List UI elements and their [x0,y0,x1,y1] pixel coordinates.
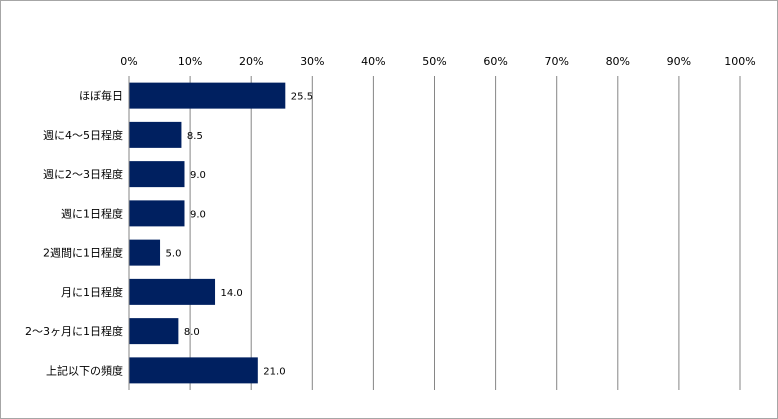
x-tick-label: 90% [667,55,691,68]
category-label: 週に2～3日程度 [43,167,123,181]
bar [129,200,185,227]
bar [129,357,258,384]
data-label: 21.0 [263,366,285,377]
x-tick-label: 30% [300,55,324,68]
data-label: 9.0 [190,170,206,181]
x-tick-label: 60% [483,55,507,68]
bar [129,278,216,305]
category-label: ほぼ毎日 [79,90,123,103]
x-tick-label: 20% [239,55,263,68]
x-tick-label: 40% [361,55,385,68]
category-label: 2週間に1日程度 [43,246,123,260]
gridlines [128,76,741,390]
category-label: 上記以下の頻度 [46,363,123,377]
bars [129,82,286,384]
x-tick-label: 100% [724,55,755,68]
data-labels: 25.5 8.5 9.0 9.0 5.0 14.0 8.0 21.0 [166,92,314,378]
data-label: 9.0 [190,209,206,220]
data-label: 8.5 [187,131,203,142]
bar [129,318,179,345]
x-axis-tick-labels: 0% 10% 20% 30% 40% 50% 60% 70% 80% 90% 100% [120,55,755,68]
x-tick-label: 10% [178,55,202,68]
data-label: 8.0 [184,327,200,338]
x-tick-label: 0% [120,55,137,68]
bar [129,239,161,266]
data-label: 14.0 [221,288,243,299]
category-label: 月に1日程度 [61,285,123,299]
category-label: 週に4～5日程度 [43,128,123,142]
x-tick-label: 70% [544,55,568,68]
x-tick-label: 80% [606,55,630,68]
bar [129,161,185,188]
data-label: 25.5 [291,92,313,103]
x-tick-label: 50% [422,55,446,68]
bar [129,121,182,148]
data-label: 5.0 [166,249,182,260]
category-label: 週に1日程度 [61,206,123,220]
category-label: 2～3ヶ月に1日程度 [25,324,123,338]
bar [129,82,286,109]
